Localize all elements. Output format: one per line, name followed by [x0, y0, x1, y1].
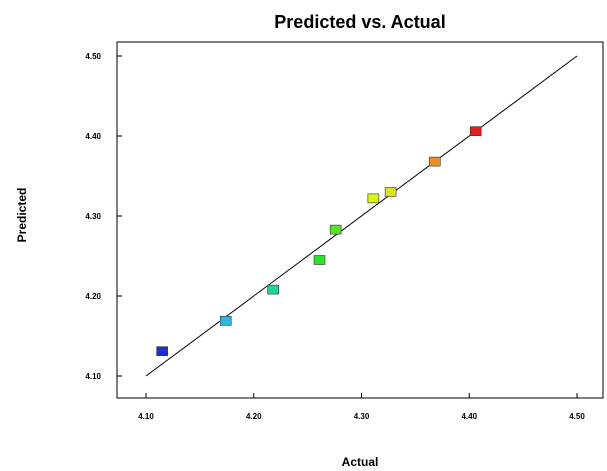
- y-axis-label: Predicted: [15, 188, 29, 243]
- data-point: [384, 187, 397, 197]
- data-point: [267, 284, 279, 295]
- x-axis-label: Actual: [342, 455, 379, 469]
- data-points: [156, 126, 482, 357]
- data-point: [219, 315, 232, 326]
- x-tick-label: 4.50: [569, 412, 585, 421]
- x-axis-ticks: 4.10 4.20 4.30 4.40 4.50: [138, 393, 585, 421]
- x-tick-label: 4.20: [246, 412, 262, 421]
- data-point: [156, 346, 168, 357]
- x-tick-label: 4.30: [354, 412, 370, 421]
- reference-line: [145, 55, 578, 377]
- y-tick-label: 4.40: [85, 132, 101, 141]
- x-tick-label: 4.40: [461, 412, 477, 421]
- data-point: [313, 255, 326, 265]
- data-point: [428, 156, 441, 167]
- data-point: [469, 126, 482, 136]
- plot-area: [116, 41, 604, 399]
- chart-title: Predicted vs. Actual: [274, 12, 445, 32]
- y-tick-label: 4.10: [85, 372, 101, 381]
- data-point: [367, 193, 380, 204]
- data-point: [329, 224, 342, 235]
- y-tick-label: 4.50: [85, 52, 101, 61]
- x-tick-label: 4.10: [138, 412, 154, 421]
- y-axis-ticks: 4.10 4.20 4.30 4.40 4.50: [85, 52, 122, 381]
- y-tick-label: 4.20: [85, 292, 101, 301]
- y-tick-label: 4.30: [85, 212, 101, 221]
